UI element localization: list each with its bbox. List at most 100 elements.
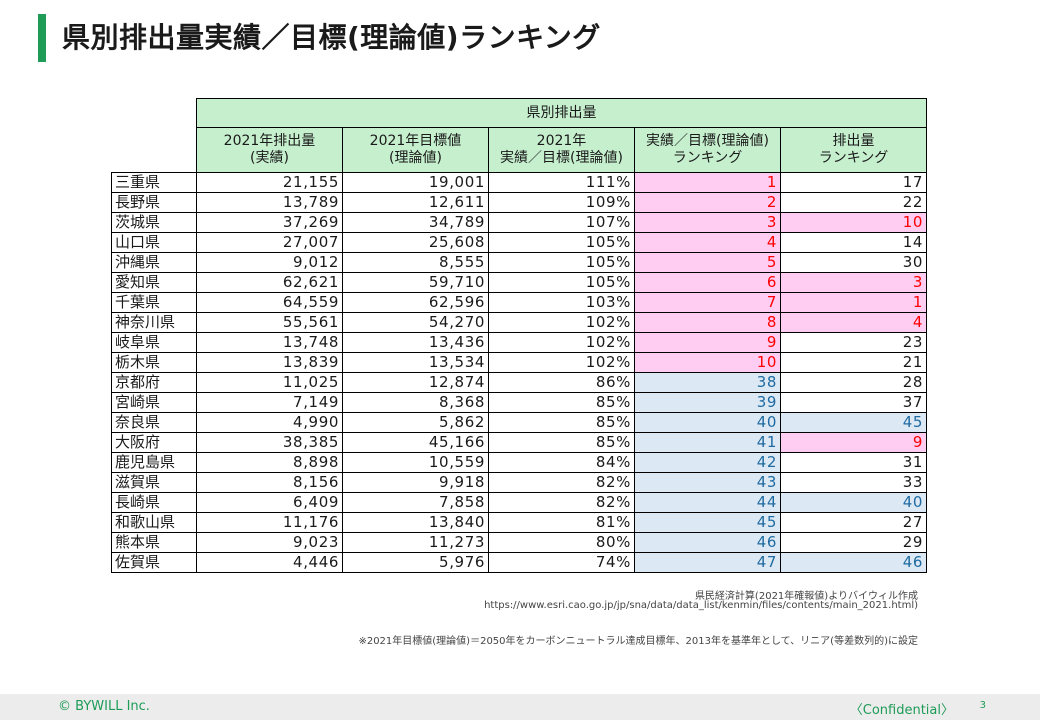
emission-ranking-cell: 21 [780,352,927,373]
actual-emission-cell: 8,156 [196,472,343,493]
table-row: 神奈川県 55,561 54,270 102% 8 4 [111,312,927,333]
table-row: 熊本県 9,023 11,273 80% 46 29 [111,532,927,553]
target-value-cell: 12,611 [342,192,489,213]
blank-corner [112,99,197,128]
prefecture-cell: 栃木県 [111,352,197,373]
table-row: 岐阜県 13,748 13,436 102% 9 23 [111,332,927,353]
table-row: 宮崎県 7,149 8,368 85% 39 37 [111,392,927,413]
prefecture-cell: 大阪府 [111,432,197,453]
emission-ranking-cell: 29 [780,532,927,553]
target-value-cell: 9,918 [342,472,489,493]
prefecture-cell: 愛知県 [111,272,197,293]
footnote: ※2021年目標値(理論値)＝2050年をカーボンニュートラル達成目標年、201… [358,636,918,647]
table-row: 滋賀県 8,156 9,918 82% 43 33 [111,472,927,493]
prefecture-cell: 熊本県 [111,532,197,553]
ratio-ranking-cell: 45 [634,512,781,533]
target-value-cell: 10,559 [342,452,489,473]
table-row: 長崎県 6,409 7,858 82% 44 40 [111,492,927,513]
ratio-cell: 82% [488,492,635,513]
ratio-cell: 111% [488,172,635,193]
actual-emission-cell: 4,990 [196,412,343,433]
prefecture-cell: 滋賀県 [111,472,197,493]
ratio-cell: 105% [488,272,635,293]
ratio-cell: 105% [488,232,635,253]
actual-emission-cell: 11,176 [196,512,343,533]
ratio-cell: 102% [488,352,635,373]
ratio-cell: 80% [488,532,635,553]
table-row: 京都府 11,025 12,874 86% 38 28 [111,372,927,393]
ratio-cell: 102% [488,332,635,353]
table-body: 三重県 21,155 19,001 111% 1 17 長野県 13,789 12,611 109… [111,172,927,573]
prefecture-cell: 岐阜県 [111,332,197,353]
emission-ranking-cell: 4 [780,312,927,333]
target-value-cell: 13,534 [342,352,489,373]
table-row: 愛知県 62,621 59,710 105% 6 3 [111,272,927,293]
ratio-ranking-cell: 1 [634,172,781,193]
table-row: 沖縄県 9,012 8,555 105% 5 30 [111,252,927,273]
ratio-ranking-cell: 5 [634,252,781,273]
actual-emission-cell: 9,023 [196,532,343,553]
emission-ranking-cell: 45 [780,412,927,433]
ratio-cell: 85% [488,432,635,453]
ratio-ranking-cell: 44 [634,492,781,513]
prefecture-cell: 宮崎県 [111,392,197,413]
ratio-ranking-cell: 38 [634,372,781,393]
ratio-ranking-cell: 43 [634,472,781,493]
page-title: 県別排出量実績／目標(理論値)ランキング [62,21,601,54]
actual-emission-cell: 38,385 [196,432,343,453]
table-row: 千葉県 64,559 62,596 103% 7 1 [111,292,927,313]
prefecture-cell: 佐賀県 [111,552,197,573]
ratio-cell: 74% [488,552,635,573]
target-value-cell: 8,368 [342,392,489,413]
ratio-ranking-cell: 41 [634,432,781,453]
ratio-ranking-cell: 3 [634,212,781,233]
prefecture-cell: 和歌山県 [111,512,197,533]
prefecture-cell: 千葉県 [111,292,197,313]
ratio-cell: 84% [488,452,635,473]
group-header: 県別排出量 [196,98,927,128]
target-value-cell: 25,608 [342,232,489,253]
ratio-cell: 85% [488,392,635,413]
emission-ranking-cell: 1 [780,292,927,313]
actual-emission-cell: 37,269 [196,212,343,233]
emission-ranking-cell: 31 [780,452,927,473]
prefecture-cell: 長野県 [111,192,197,213]
emission-ranking-cell: 23 [780,332,927,353]
target-value-cell: 13,840 [342,512,489,533]
table-row: 山口県 27,007 25,608 105% 4 14 [111,232,927,253]
prefecture-cell: 山口県 [111,232,197,253]
blank-corner [112,128,197,173]
actual-emission-cell: 62,621 [196,272,343,293]
ratio-cell: 102% [488,312,635,333]
column-header-emission-ranking: 排出量 ランキング [780,127,927,173]
ratio-cell: 82% [488,472,635,493]
target-value-cell: 11,273 [342,532,489,553]
emission-ranking-cell: 27 [780,512,927,533]
emission-ranking-cell: 9 [780,432,927,453]
prefecture-cell: 茨城県 [111,212,197,233]
ratio-cell: 109% [488,192,635,213]
emission-ranking-cell: 3 [780,272,927,293]
ratio-cell: 105% [488,252,635,273]
emission-ranking-cell: 14 [780,232,927,253]
ratio-ranking-cell: 42 [634,452,781,473]
actual-emission-cell: 55,561 [196,312,343,333]
table-row: 和歌山県 11,176 13,840 81% 45 27 [111,512,927,533]
source-url: https://www.esri.cao.go.jp/jp/sna/data/d… [484,600,918,611]
emission-ranking-cell: 10 [780,212,927,233]
target-value-cell: 59,710 [342,272,489,293]
footer-bar [0,694,1040,720]
column-header-target: 2021年目標値 (理論値) [342,127,489,173]
target-value-cell: 45,166 [342,432,489,453]
ratio-ranking-cell: 9 [634,332,781,353]
copyright: © BYWILL Inc. [58,699,150,714]
table-row: 三重県 21,155 19,001 111% 1 17 [111,172,927,193]
table-row: 佐賀県 4,446 5,976 74% 47 46 [111,552,927,573]
ratio-ranking-cell: 39 [634,392,781,413]
emission-ranking-cell: 30 [780,252,927,273]
ratio-ranking-cell: 4 [634,232,781,253]
emission-ranking-cell: 46 [780,552,927,573]
prefecture-emission-table: 県別排出量 2021年排出量 (実績) 2021年目標値 (理論値) 2021年 実績… [111,98,927,573]
actual-emission-cell: 27,007 [196,232,343,253]
ratio-cell: 85% [488,412,635,433]
